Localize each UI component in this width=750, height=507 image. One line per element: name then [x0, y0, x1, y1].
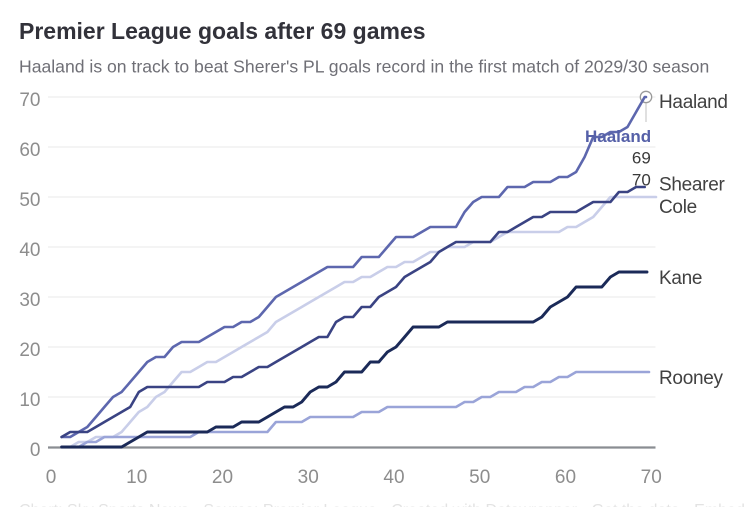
- svg-text:10: 10: [19, 390, 40, 411]
- svg-text:Rooney: Rooney: [659, 368, 723, 389]
- svg-text:20: 20: [212, 467, 233, 488]
- svg-text:20: 20: [19, 340, 40, 361]
- svg-text:50: 50: [469, 467, 490, 488]
- svg-text:70: 70: [641, 467, 662, 488]
- svg-text:Cole: Cole: [659, 197, 697, 218]
- svg-text:30: 30: [298, 467, 319, 488]
- svg-text:Chart: Sky Sports News • Sourc: Chart: Sky Sports News • Source: Premier…: [19, 502, 750, 507]
- svg-text:0: 0: [30, 440, 41, 461]
- svg-text:70: 70: [19, 90, 40, 111]
- svg-text:30: 30: [19, 290, 40, 311]
- svg-text:Shearer: Shearer: [659, 175, 725, 196]
- svg-text:Haaland is on track to beat Sh: Haaland is on track to beat Sherer's PL …: [19, 57, 709, 77]
- svg-text:50: 50: [19, 190, 40, 211]
- svg-text:Haaland: Haaland: [585, 127, 651, 146]
- svg-text:69: 69: [632, 148, 651, 167]
- svg-text:60: 60: [555, 467, 576, 488]
- svg-text:Premier League goals after 69: Premier League goals after 69 games: [19, 18, 426, 44]
- svg-text:40: 40: [19, 240, 40, 261]
- svg-text:10: 10: [126, 467, 147, 488]
- svg-text:70: 70: [632, 171, 651, 190]
- svg-text:Kane: Kane: [659, 268, 702, 289]
- svg-text:40: 40: [383, 467, 404, 488]
- svg-text:0: 0: [46, 467, 57, 488]
- svg-text:60: 60: [19, 140, 40, 161]
- svg-text:Haaland: Haaland: [659, 92, 728, 113]
